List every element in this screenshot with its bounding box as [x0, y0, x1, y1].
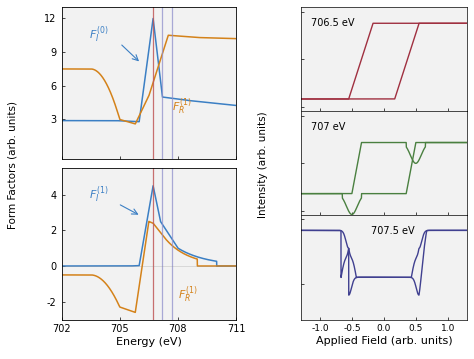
- Text: $F_I^{(1)}$: $F_I^{(1)}$: [89, 184, 108, 205]
- Text: $F_I^{(0)}$: $F_I^{(0)}$: [89, 24, 108, 45]
- X-axis label: Applied Field (arb. units): Applied Field (arb. units): [316, 336, 452, 346]
- Text: Intensity (arb. units): Intensity (arb. units): [258, 112, 268, 219]
- X-axis label: Energy (eV): Energy (eV): [116, 337, 182, 347]
- Text: $F_R^{(1)}$: $F_R^{(1)}$: [178, 284, 198, 304]
- Text: 707.5 eV: 707.5 eV: [371, 226, 414, 236]
- Text: 707 eV: 707 eV: [311, 122, 345, 132]
- Text: Form Factors (arb. units): Form Factors (arb. units): [7, 101, 17, 229]
- Text: 706.5 eV: 706.5 eV: [311, 18, 354, 28]
- Text: $F_R^{(1)}$: $F_R^{(1)}$: [172, 96, 191, 117]
